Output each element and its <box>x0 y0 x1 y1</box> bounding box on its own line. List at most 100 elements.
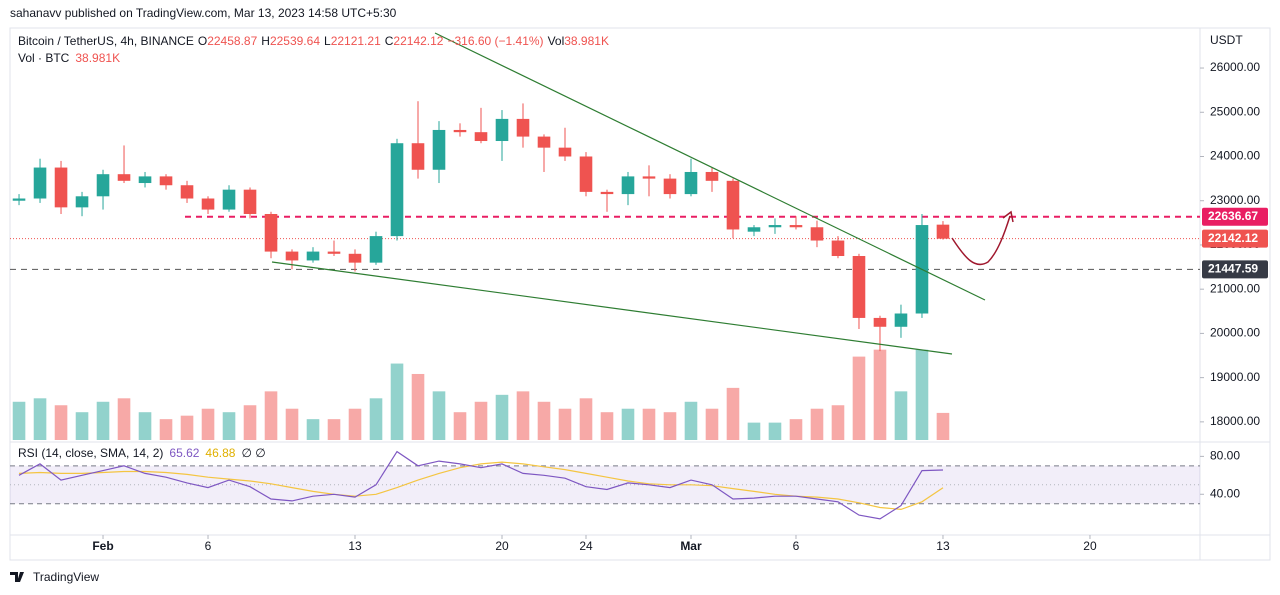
x-tick-label: Mar <box>680 539 702 553</box>
candle-body <box>348 253 362 263</box>
candle-body <box>810 227 824 241</box>
logo-mark <box>10 572 24 582</box>
candle-body <box>390 143 404 237</box>
candle-body <box>600 191 614 195</box>
candle-body <box>663 178 677 195</box>
volume-bar <box>537 401 551 440</box>
rsi-sma-value: 46.88 <box>205 446 235 460</box>
candle-body <box>558 147 572 157</box>
volume-bar <box>117 398 131 440</box>
volume-bar <box>243 405 257 440</box>
candle-body <box>831 240 845 257</box>
volume-bar <box>894 391 908 440</box>
candle-body <box>432 129 446 170</box>
y-tick-label: 26000.00 <box>1210 60 1260 74</box>
candle-body <box>180 185 194 199</box>
price-tag-label: 21447.59 <box>1208 262 1258 276</box>
rsi-sma-line <box>18 461 944 511</box>
rsi-title: RSI (14, close, SMA, 14, 2) <box>18 446 163 460</box>
candle-body <box>12 198 26 201</box>
candle-body <box>306 251 320 261</box>
candle-body <box>411 143 425 170</box>
h-label: H <box>261 34 270 48</box>
candle-body <box>96 174 110 197</box>
volume-bar <box>432 391 446 440</box>
l-value: 22121.21 <box>331 34 381 48</box>
price-tag-label: 22636.67 <box>1208 209 1258 223</box>
logo: TradingView <box>10 570 99 584</box>
volume-bar <box>558 408 572 440</box>
candle-body <box>684 171 698 195</box>
volume-bar <box>642 408 656 440</box>
x-tick-label: 13 <box>348 539 362 553</box>
volume-bar <box>621 408 635 440</box>
x-tick-label: 13 <box>936 539 950 553</box>
candle-body <box>54 167 68 208</box>
volume-bar <box>33 398 47 440</box>
candle-body <box>894 313 908 327</box>
candle-body <box>642 176 656 179</box>
candle-body <box>453 129 467 133</box>
vol-value: 38.981K <box>564 34 609 48</box>
x-tick-label: 24 <box>579 539 593 553</box>
volume-bar <box>411 373 425 440</box>
marks <box>10 101 1200 520</box>
volume-bar <box>936 412 950 440</box>
l-label: L <box>324 34 331 48</box>
volume-bar <box>516 391 530 440</box>
volume-bar <box>705 408 719 440</box>
x-tick-label: Feb <box>92 539 113 553</box>
volume-bar <box>180 415 194 440</box>
volume-bar <box>831 405 845 440</box>
volume-bar <box>54 405 68 440</box>
candle-body <box>33 167 47 199</box>
volume-bar <box>264 391 278 440</box>
candle-body <box>852 256 866 318</box>
x-tick-label: 6 <box>793 539 800 553</box>
candle-body <box>264 213 278 252</box>
volume-value: 38.981K <box>75 51 120 65</box>
volume-bar <box>810 408 824 440</box>
volume-bar <box>96 401 110 440</box>
volume-bar <box>495 394 509 440</box>
volume-bar <box>789 419 803 440</box>
rsi-band <box>10 465 1200 504</box>
volume-bar <box>138 412 152 440</box>
candle-body <box>75 196 89 208</box>
volume-bar <box>12 401 26 440</box>
trend-line-upper <box>434 32 986 301</box>
volume-bar <box>306 419 320 440</box>
candle-body <box>768 225 782 228</box>
volume-subtitle: Vol · BTC <box>18 51 70 65</box>
x-tick-label: 20 <box>495 539 509 553</box>
x-tick-label: 20 <box>1083 539 1097 553</box>
candle-body <box>516 118 530 137</box>
volume-bar <box>159 419 173 440</box>
candle-body <box>936 224 950 239</box>
candle-body <box>117 174 131 181</box>
candle-body <box>243 189 257 214</box>
volume-bar <box>915 349 929 440</box>
price-tag <box>1202 260 1268 279</box>
candle-body <box>726 180 740 230</box>
h-value: 22539.64 <box>270 34 320 48</box>
rsi-legend: RSI (14, close, SMA, 14, 2) 65.62 46.88 ∅ ∅ <box>18 446 266 460</box>
y-tick-label: 23000.00 <box>1210 193 1260 207</box>
candle-body <box>159 176 173 186</box>
frame <box>9 27 1271 561</box>
arrow-head <box>1002 210 1014 223</box>
rsi-tick-label: 80.00 <box>1210 449 1240 463</box>
volume-bar <box>747 422 761 440</box>
candle-body <box>369 236 383 263</box>
candle-body <box>705 171 719 181</box>
price-tag <box>1202 207 1268 226</box>
volume-bar <box>453 412 467 440</box>
price-tag-label: 22142.12 <box>1208 231 1258 245</box>
rsi-extra: ∅ ∅ <box>241 446 265 460</box>
brand: TradingView <box>33 570 99 584</box>
candle-body <box>537 136 551 148</box>
candle-body <box>327 251 341 254</box>
drawings <box>271 32 1014 355</box>
